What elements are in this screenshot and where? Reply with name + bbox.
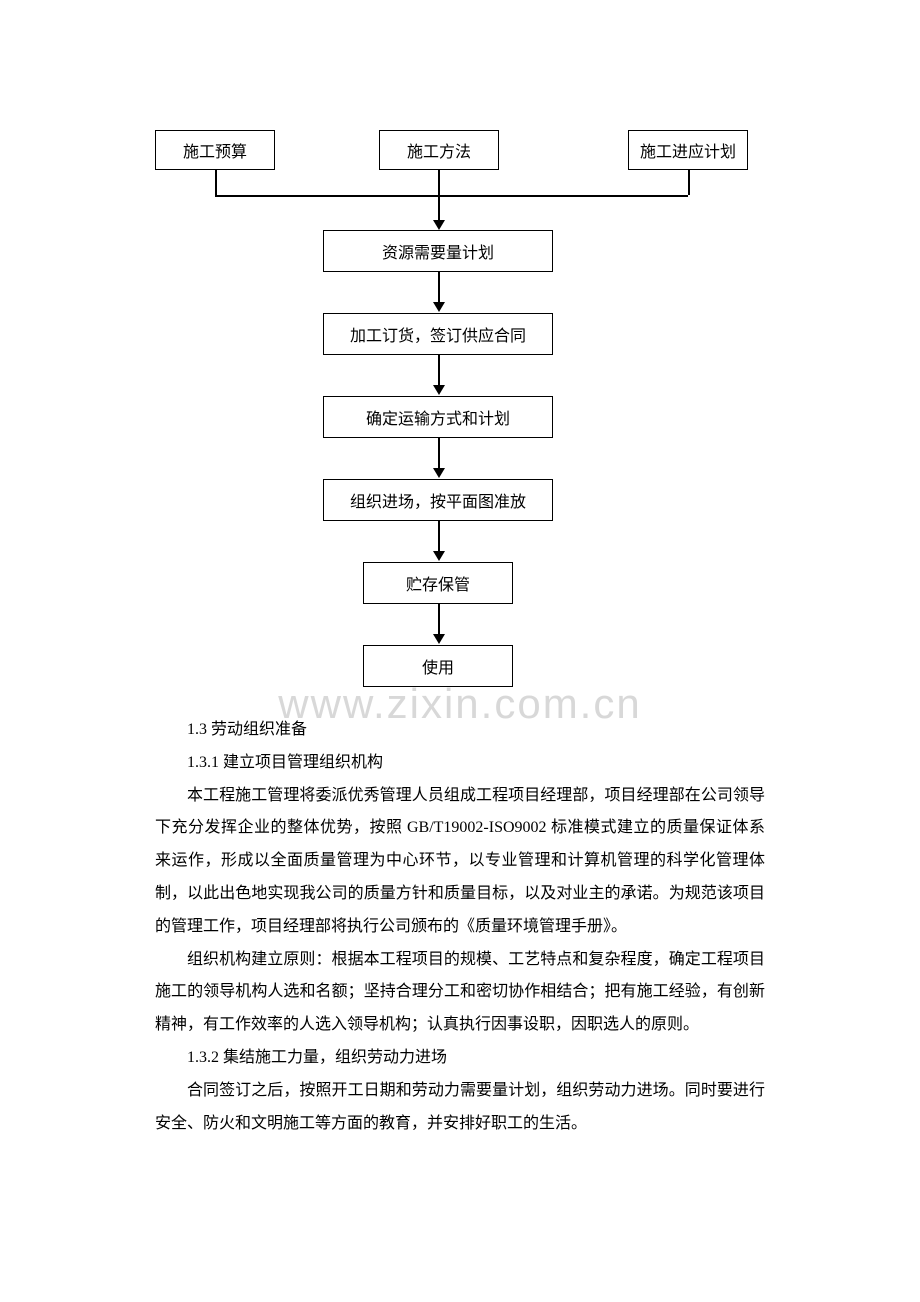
heading-1-3-2: 1.3.2 集结施工力量，组织劳动力进场 [155, 1042, 765, 1075]
document-body: 1.3 劳动组织准备 1.3.1 建立项目管理组织机构 本工程施工管理将委派优秀… [155, 714, 765, 1140]
node-resource-plan: 资源需要量计划 [323, 230, 553, 272]
heading-1-3: 1.3 劳动组织准备 [155, 714, 765, 747]
connector [438, 272, 440, 302]
node-schedule: 施工进应计划 [628, 130, 748, 170]
arrow-icon [433, 385, 445, 395]
node-organize-site: 组织进场，按平面图准放 [323, 479, 553, 521]
connector [688, 170, 690, 195]
node-transport: 确定运输方式和计划 [323, 396, 553, 438]
connector [438, 355, 440, 385]
arrow-icon [433, 468, 445, 478]
arrow-icon [433, 302, 445, 312]
connector [438, 604, 440, 634]
flowchart-diagram: 施工预算 施工方法 施工进应计划 资源需要量计划 加工订货，签订供应合同 确定运… [0, 130, 920, 175]
connector [438, 438, 440, 468]
node-order-contract: 加工订货，签订供应合同 [323, 313, 553, 355]
connector [438, 521, 440, 551]
flowchart-top-row: 施工预算 施工方法 施工进应计划 [0, 130, 920, 175]
node-method: 施工方法 [379, 130, 499, 170]
arrow-icon [433, 220, 445, 230]
node-storage: 贮存保管 [363, 562, 513, 604]
arrow-icon [433, 551, 445, 561]
heading-1-3-1: 1.3.1 建立项目管理组织机构 [155, 747, 765, 780]
connector [215, 195, 688, 197]
paragraph: 合同签订之后，按照开工日期和劳动力需要量计划，组织劳动力进场。同时要进行安全、防… [155, 1075, 765, 1141]
arrow-icon [433, 634, 445, 644]
node-budget: 施工预算 [155, 130, 275, 170]
paragraph: 组织机构建立原则：根据本工程项目的规模、工艺特点和复杂程度，确定工程项目施工的领… [155, 944, 765, 1042]
connector [215, 170, 217, 195]
paragraph: 本工程施工管理将委派优秀管理人员组成工程项目经理部，项目经理部在公司领导下充分发… [155, 780, 765, 944]
connector [438, 170, 440, 195]
